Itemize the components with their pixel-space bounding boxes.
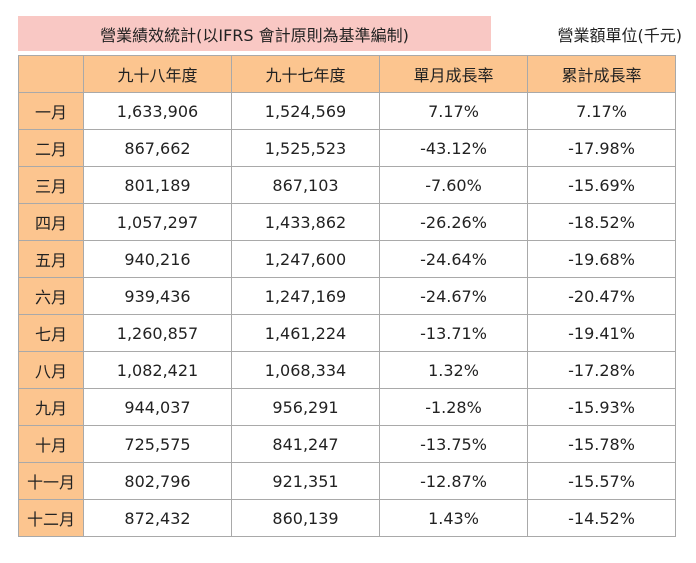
cumulative-growth-cell: -18.52%	[527, 203, 676, 241]
cumulative-growth-cell: 7.17%	[527, 92, 676, 130]
month-cell: 十二月	[18, 499, 84, 537]
revenue-97-cell: 860,139	[231, 499, 380, 537]
cumulative-growth-cell: -17.28%	[527, 351, 676, 389]
cumulative-growth-cell: -19.68%	[527, 240, 676, 278]
revenue-97-cell: 1,524,569	[231, 92, 380, 130]
monthly-growth-cell: 1.43%	[379, 499, 528, 537]
table-row: 三月 801,189 867,103 -7.60% -15.69%	[18, 166, 676, 204]
monthly-growth-cell: 1.32%	[379, 351, 528, 389]
cumulative-growth-cell: -19.41%	[527, 314, 676, 352]
table-row: 七月 1,260,857 1,461,224 -13.71% -19.41%	[18, 314, 676, 352]
cumulative-growth-cell: -20.47%	[527, 277, 676, 315]
cumulative-growth-cell: -14.52%	[527, 499, 676, 537]
revenue-table: 九十八年度 九十七年度 單月成長率 累計成長率 一月 1,633,906 1,5…	[18, 55, 676, 537]
month-cell: 五月	[18, 240, 84, 278]
revenue-98-cell: 725,575	[83, 425, 232, 463]
monthly-growth-cell: -26.26%	[379, 203, 528, 241]
table-header-row: 九十八年度 九十七年度 單月成長率 累計成長率	[18, 55, 676, 93]
table-row: 四月 1,057,297 1,433,862 -26.26% -18.52%	[18, 203, 676, 241]
monthly-growth-cell: -24.64%	[379, 240, 528, 278]
monthly-growth-cell: -24.67%	[379, 277, 528, 315]
table-row: 十二月 872,432 860,139 1.43% -14.52%	[18, 499, 676, 537]
revenue-98-cell: 867,662	[83, 129, 232, 167]
table-row: 八月 1,082,421 1,068,334 1.32% -17.28%	[18, 351, 676, 389]
revenue-98-cell: 944,037	[83, 388, 232, 426]
revenue-97-cell: 1,461,224	[231, 314, 380, 352]
column-header-month	[18, 55, 84, 93]
revenue-97-cell: 921,351	[231, 462, 380, 500]
month-cell: 七月	[18, 314, 84, 352]
table-row: 十一月 802,796 921,351 -12.87% -15.57%	[18, 462, 676, 500]
month-cell: 一月	[18, 92, 84, 130]
revenue-98-cell: 939,436	[83, 277, 232, 315]
cumulative-growth-cell: -15.69%	[527, 166, 676, 204]
revenue-98-cell: 801,189	[83, 166, 232, 204]
monthly-growth-cell: -1.28%	[379, 388, 528, 426]
revenue-98-cell: 940,216	[83, 240, 232, 278]
column-header-cumulative-growth: 累計成長率	[527, 55, 676, 93]
monthly-growth-cell: -43.12%	[379, 129, 528, 167]
month-cell: 二月	[18, 129, 84, 167]
cumulative-growth-cell: -15.93%	[527, 388, 676, 426]
monthly-growth-cell: -13.71%	[379, 314, 528, 352]
revenue-97-cell: 867,103	[231, 166, 380, 204]
cumulative-growth-cell: -17.98%	[527, 129, 676, 167]
month-cell: 六月	[18, 277, 84, 315]
revenue-98-cell: 802,796	[83, 462, 232, 500]
revenue-98-cell: 1,633,906	[83, 92, 232, 130]
month-cell: 三月	[18, 166, 84, 204]
month-cell: 四月	[18, 203, 84, 241]
column-header-monthly-growth: 單月成長率	[379, 55, 528, 93]
monthly-growth-cell: -7.60%	[379, 166, 528, 204]
table-row: 九月 944,037 956,291 -1.28% -15.93%	[18, 388, 676, 426]
unit-label: 營業額單位(千元)	[557, 25, 683, 45]
month-cell: 十一月	[18, 462, 84, 500]
table-row: 五月 940,216 1,247,600 -24.64% -19.68%	[18, 240, 676, 278]
monthly-growth-cell: -12.87%	[379, 462, 528, 500]
revenue-97-cell: 956,291	[231, 388, 380, 426]
revenue-98-cell: 872,432	[83, 499, 232, 537]
revenue-97-cell: 1,525,523	[231, 129, 380, 167]
table-row: 十月 725,575 841,247 -13.75% -15.78%	[18, 425, 676, 463]
revenue-97-cell: 1,247,600	[231, 240, 380, 278]
table-row: 一月 1,633,906 1,524,569 7.17% 7.17%	[18, 92, 676, 130]
table-title: 營業績效統計(以IFRS 會計原則為基準編制)	[18, 16, 491, 51]
revenue-97-cell: 1,068,334	[231, 351, 380, 389]
table-row: 二月 867,662 1,525,523 -43.12% -17.98%	[18, 129, 676, 167]
column-header-year-98: 九十八年度	[83, 55, 232, 93]
month-cell: 十月	[18, 425, 84, 463]
column-header-year-97: 九十七年度	[231, 55, 380, 93]
table-row: 六月 939,436 1,247,169 -24.67% -20.47%	[18, 277, 676, 315]
cumulative-growth-cell: -15.57%	[527, 462, 676, 500]
month-cell: 八月	[18, 351, 84, 389]
cumulative-growth-cell: -15.78%	[527, 425, 676, 463]
revenue-98-cell: 1,260,857	[83, 314, 232, 352]
revenue-98-cell: 1,082,421	[83, 351, 232, 389]
revenue-97-cell: 1,247,169	[231, 277, 380, 315]
monthly-growth-cell: 7.17%	[379, 92, 528, 130]
revenue-98-cell: 1,057,297	[83, 203, 232, 241]
revenue-97-cell: 1,433,862	[231, 203, 380, 241]
revenue-97-cell: 841,247	[231, 425, 380, 463]
monthly-growth-cell: -13.75%	[379, 425, 528, 463]
month-cell: 九月	[18, 388, 84, 426]
